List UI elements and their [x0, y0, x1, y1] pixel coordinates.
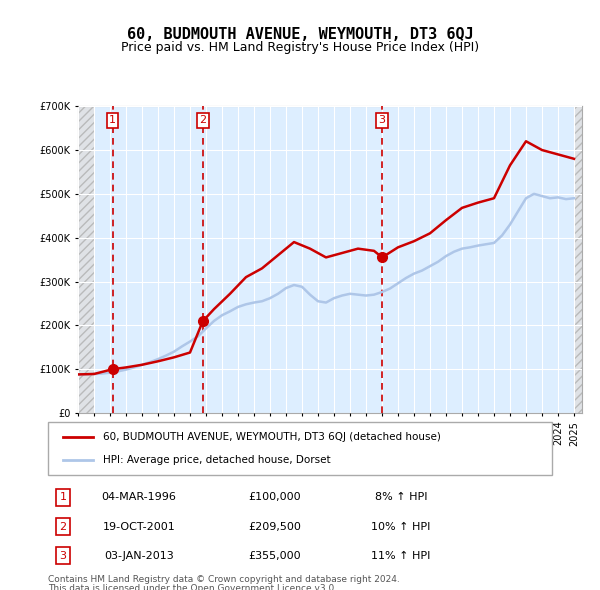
- Text: 8% ↑ HPI: 8% ↑ HPI: [374, 493, 427, 502]
- Text: 19-OCT-2001: 19-OCT-2001: [103, 522, 175, 532]
- Text: 60, BUDMOUTH AVENUE, WEYMOUTH, DT3 6QJ: 60, BUDMOUTH AVENUE, WEYMOUTH, DT3 6QJ: [127, 27, 473, 41]
- Text: 11% ↑ HPI: 11% ↑ HPI: [371, 551, 430, 560]
- Text: 04-MAR-1996: 04-MAR-1996: [101, 493, 176, 502]
- Text: 3: 3: [379, 116, 386, 126]
- Text: Price paid vs. HM Land Registry's House Price Index (HPI): Price paid vs. HM Land Registry's House …: [121, 41, 479, 54]
- Text: 10% ↑ HPI: 10% ↑ HPI: [371, 522, 430, 532]
- Text: 1: 1: [59, 493, 67, 502]
- Text: £355,000: £355,000: [248, 551, 301, 560]
- Text: £100,000: £100,000: [248, 493, 301, 502]
- Text: HPI: Average price, detached house, Dorset: HPI: Average price, detached house, Dors…: [103, 455, 331, 465]
- Text: 60, BUDMOUTH AVENUE, WEYMOUTH, DT3 6QJ (detached house): 60, BUDMOUTH AVENUE, WEYMOUTH, DT3 6QJ (…: [103, 432, 442, 442]
- Text: 3: 3: [59, 551, 67, 560]
- Text: 1: 1: [109, 116, 116, 126]
- Text: 2: 2: [199, 116, 206, 126]
- Bar: [574, 106, 582, 413]
- Text: 03-JAN-2013: 03-JAN-2013: [104, 551, 173, 560]
- Bar: [78, 106, 94, 413]
- Text: 2: 2: [59, 522, 67, 532]
- FancyBboxPatch shape: [48, 422, 552, 475]
- Text: Contains HM Land Registry data © Crown copyright and database right 2024.: Contains HM Land Registry data © Crown c…: [48, 575, 400, 584]
- Text: £209,500: £209,500: [248, 522, 301, 532]
- Text: This data is licensed under the Open Government Licence v3.0.: This data is licensed under the Open Gov…: [48, 584, 337, 590]
